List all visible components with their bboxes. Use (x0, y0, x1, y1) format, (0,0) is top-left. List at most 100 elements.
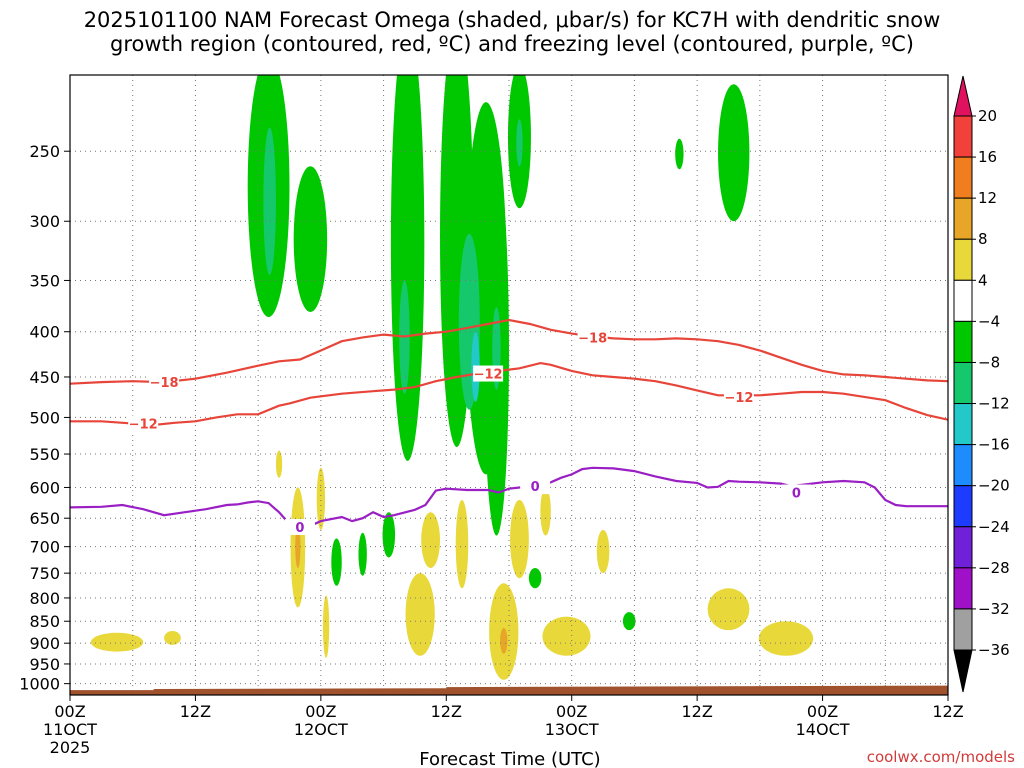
colorbar-label-0: 20 (978, 107, 997, 125)
omega-region-yel-24 (542, 616, 591, 656)
colorbar-segment-11 (953, 567, 973, 610)
omega-region-upper-cyan-1 (263, 127, 276, 275)
plot-frame (69, 74, 949, 696)
chart-title-line2: growth region (contoured, red, ºC) and f… (110, 32, 914, 56)
omega-region-yel-27 (758, 621, 814, 656)
minus-18-line-label-1: −18 (578, 331, 607, 346)
ytick-label-900: 900 (29, 634, 60, 653)
omega-region-yel-18 (275, 450, 283, 478)
ytick-label-450: 450 (29, 368, 60, 387)
ytick-label-750: 750 (29, 564, 60, 583)
freezing-level-line-label-1: 0 (531, 480, 540, 495)
xtick-label-84-0: 12Z (932, 702, 963, 721)
colorbar-label-11: −28 (978, 559, 1010, 577)
colorbar-label-5: −4 (978, 312, 1000, 330)
ytick-label-950: 950 (29, 655, 60, 674)
terrain (70, 685, 948, 695)
xtick-label-24-1: 12OCT (294, 720, 348, 739)
xtick-label-72-1: 14OCT (796, 720, 850, 739)
xtick-label-48-1: 13OCT (545, 720, 599, 739)
y-axis: 250 300 350 400 450 500 550 600 650 700 750 800 850 9… (19, 142, 70, 694)
omega-region-low-green-10 (331, 538, 342, 586)
omega-region-yel-26 (707, 588, 750, 631)
omega-shading (90, 75, 814, 680)
minus-18-line (70, 318, 948, 385)
minus-18-line-label-bg-1 (577, 329, 608, 346)
minus-12-line-label-0: −12 (129, 418, 158, 433)
colorbar-label-7: −12 (978, 395, 1010, 413)
chart-title: 2025101100 NAM Forecast Omega (shaded, μ… (0, 8, 1024, 56)
colorbar-segment-2 (953, 197, 973, 240)
colorbar-segment-4 (953, 279, 973, 322)
freezing-level-line-label-0: 0 (295, 521, 304, 536)
contours: −18 −18 −12 −12 −12 0 0 0 (70, 318, 948, 536)
minus-12-line-label-bg-0 (128, 415, 159, 432)
colorbar-segment-3 (953, 238, 973, 281)
colorbar-label-6: −8 (978, 353, 1000, 371)
colorbar-label-2: 12 (978, 189, 997, 207)
omega-region-top-green-8 (718, 84, 750, 222)
ytick-label-600: 600 (29, 478, 60, 497)
colorbar-segment-6 (953, 361, 973, 405)
ytick-label-500: 500 (29, 408, 60, 427)
chart-title-line1: 2025101100 NAM Forecast Omega (shaded, μ… (83, 8, 941, 32)
minus-18-line-label-0: −18 (150, 376, 179, 391)
ytick-label-700: 700 (29, 538, 60, 557)
omega-region-low-green-12 (382, 512, 396, 558)
minus-12-line (70, 361, 948, 427)
colorbar-segment-1 (953, 156, 973, 199)
gridlines (70, 75, 948, 695)
colorbar-label-9: −20 (978, 477, 1010, 495)
freezing-level-line-label-bg-2 (781, 484, 812, 501)
omega-region-low-green-11 (358, 532, 367, 576)
minus-12-line-label-2: −12 (724, 391, 753, 406)
xtick-label-60-0: 12Z (681, 702, 712, 721)
xtick-label-24-0: 00Z (305, 702, 336, 721)
omega-region-upper-green-2 (293, 166, 328, 313)
omega-region-yel-30 (540, 487, 551, 536)
colorbar-segment-0 (953, 115, 973, 158)
omega-region-yel-21 (455, 500, 469, 589)
colorbar-segment-12 (953, 608, 973, 651)
colorbar-label-10: −24 (978, 518, 1010, 536)
colorbar-top-arrow (953, 75, 973, 117)
omega-region-ora-15 (295, 524, 301, 569)
omega-region-low-green-13 (528, 568, 542, 589)
minus-18-line-label-bg-0 (149, 374, 180, 391)
xtick-label-0-2: 2025 (50, 738, 91, 757)
minus-12-line-label-bg-2 (723, 388, 754, 405)
ytick-label-350: 350 (29, 271, 60, 290)
minus-12-line-label-1: −12 (474, 368, 503, 383)
omega-region-yel-16 (316, 467, 326, 530)
freezing-level-line-label-bg-1 (520, 478, 551, 495)
colorbar-label-3: 8 (978, 230, 988, 248)
omega-region-top-cyan-7 (516, 119, 523, 167)
omega-region-yel-23 (510, 500, 529, 579)
colorbar-segment-10 (953, 526, 973, 569)
xtick-label-36-0: 12Z (431, 702, 462, 721)
omega-region-yel-29 (164, 631, 181, 645)
ytick-label-650: 650 (29, 509, 60, 528)
omega-region-yel-17 (322, 595, 330, 658)
minus-12-line-label-bg-1 (473, 365, 504, 382)
ytick-label-400: 400 (29, 323, 60, 342)
omega-region-ora-22 (500, 627, 508, 654)
ytick-label-800: 800 (29, 589, 60, 608)
colorbar-bottom-arrow (953, 649, 973, 693)
colorbar-segment-5 (953, 320, 973, 363)
colorbar-segment-7 (953, 403, 973, 446)
colorbar-label-12: −32 (978, 600, 1010, 618)
xtick-label-72-0: 00Z (807, 702, 838, 721)
ytick-label-850: 850 (29, 612, 60, 631)
xtick-label-0-0: 00Z (54, 702, 85, 721)
colorbar-label-4: 4 (978, 271, 988, 289)
colorbar-segment-9 (953, 485, 973, 528)
colorbar-label-13: −36 (978, 641, 1010, 659)
xtick-label-48-0: 00Z (556, 702, 587, 721)
colorbar-label-1: 16 (978, 148, 997, 166)
omega-region-col-green-3 (390, 75, 425, 461)
credit-text[interactable]: coolwx.com/models (867, 748, 1015, 766)
colorbar: 20 16 12 8 4 −4 −8 −12 −16 −20 −24 −28 −32 −36 (953, 75, 1010, 693)
